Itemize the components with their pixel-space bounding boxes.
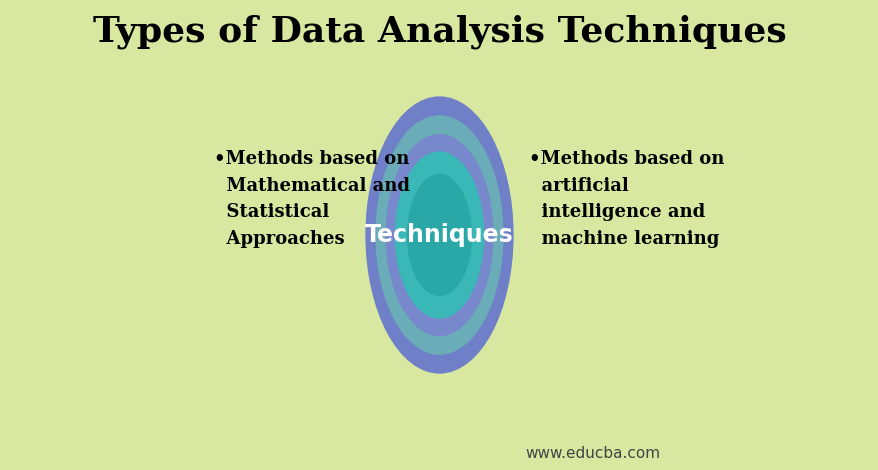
Ellipse shape	[407, 174, 471, 296]
Text: Techniques: Techniques	[364, 223, 514, 247]
Text: Types of Data Analysis Techniques: Types of Data Analysis Techniques	[92, 14, 786, 48]
Text: •Methods based on
  artificial
  intelligence and
  machine learning: •Methods based on artificial intelligenc…	[529, 150, 723, 248]
Ellipse shape	[375, 115, 503, 355]
Text: •Methods based on
  Mathematical and
  Statistical
  Approaches: •Methods based on Mathematical and Stati…	[213, 150, 409, 248]
Ellipse shape	[394, 151, 484, 319]
Ellipse shape	[365, 96, 513, 374]
Ellipse shape	[385, 134, 493, 336]
Text: www.educba.com: www.educba.com	[525, 446, 659, 461]
